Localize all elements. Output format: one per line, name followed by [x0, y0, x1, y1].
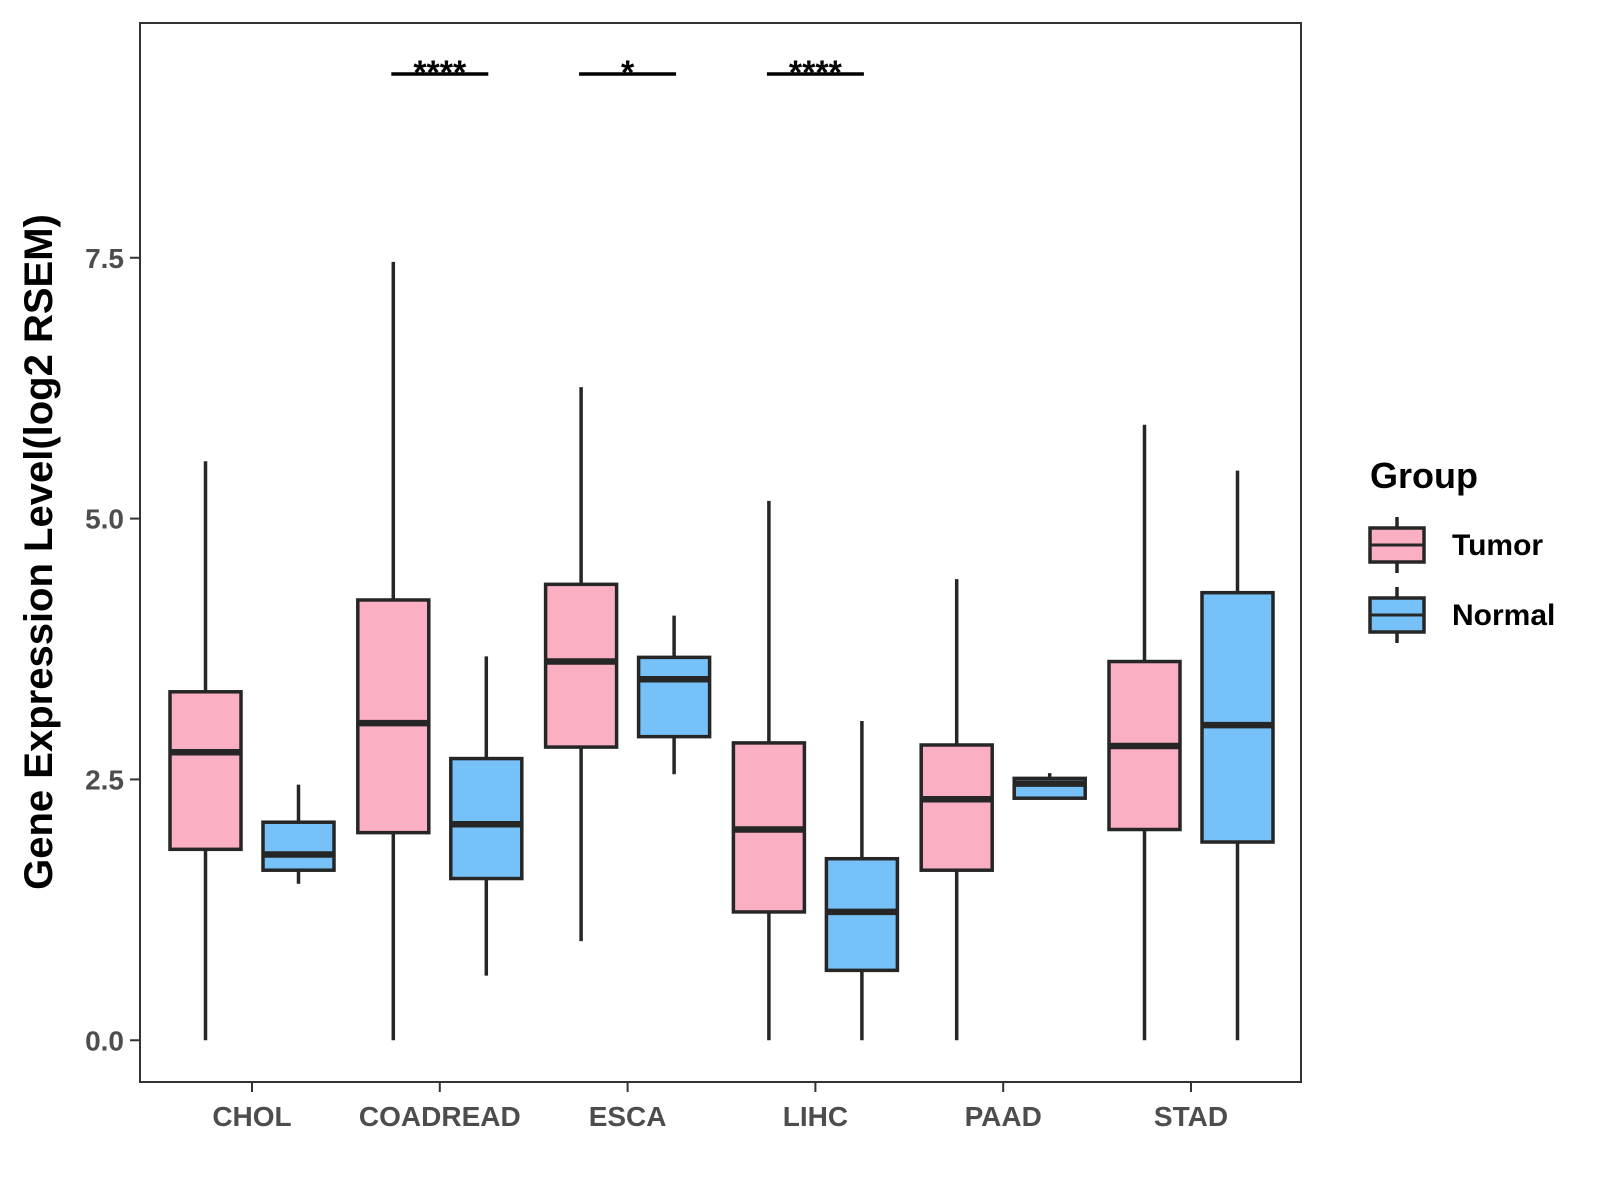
box-tumor-lihc: [731, 500, 807, 1041]
box-tumor-paad: [919, 579, 994, 1041]
box-body: [356, 598, 431, 835]
x-tick-label: LIHC: [783, 1101, 848, 1132]
significance-label: ****: [413, 54, 467, 92]
x-axis: CHOL COADREAD ESCA LIHC PAAD STAD: [212, 1082, 1228, 1132]
y-tick-label: 0.0: [85, 1025, 124, 1056]
legend-label: Tumor: [1452, 529, 1543, 562]
box-body: [636, 655, 712, 739]
box-normal-esca: [636, 615, 712, 775]
box-body: [1200, 590, 1275, 844]
y-tick-label: 5.0: [85, 504, 124, 535]
legend-item-tumor: Tumor: [1368, 517, 1543, 573]
y-axis-title: Gene Expression Level(log2 RSEM): [17, 214, 61, 890]
box-body: [261, 820, 336, 872]
legend-item-normal: Normal: [1368, 587, 1555, 643]
significance-label: *: [621, 54, 635, 92]
box-normal-lihc: [824, 721, 900, 1041]
y-tick-label: 7.5: [85, 243, 124, 274]
box-body: [919, 743, 994, 872]
significance-label: ****: [789, 54, 843, 92]
x-tick-label: CHOL: [212, 1101, 291, 1132]
plot-panel: [139, 22, 1302, 1083]
box-tumor-esca: [543, 387, 619, 942]
box-tumor-coadread: [356, 261, 431, 1041]
box-normal-stad: [1200, 470, 1275, 1041]
x-tick-label: PAAD: [965, 1101, 1042, 1132]
box-tumor-stad: [1107, 424, 1182, 1041]
box-tumor-chol: [168, 461, 243, 1041]
y-tick-label: 2.5: [85, 764, 124, 795]
y-axis: 0.0 2.5 5.0 7.5: [85, 243, 140, 1056]
legend: Group Tumor Normal: [1368, 455, 1555, 643]
box-normal-paad: [1012, 773, 1087, 800]
box-normal-chol: [261, 784, 336, 884]
x-tick-label: COADREAD: [359, 1101, 521, 1132]
box-series: [168, 261, 1275, 1041]
box-normal-coadread: [449, 656, 524, 976]
box-body: [543, 582, 619, 749]
significance-annotations: **** * ****: [391, 54, 864, 92]
legend-title: Group: [1370, 455, 1478, 496]
box-body: [449, 756, 524, 881]
box-body: [168, 690, 243, 852]
legend-label: Normal: [1452, 599, 1555, 632]
x-tick-label: ESCA: [589, 1101, 667, 1132]
x-tick-label: STAD: [1154, 1101, 1228, 1132]
